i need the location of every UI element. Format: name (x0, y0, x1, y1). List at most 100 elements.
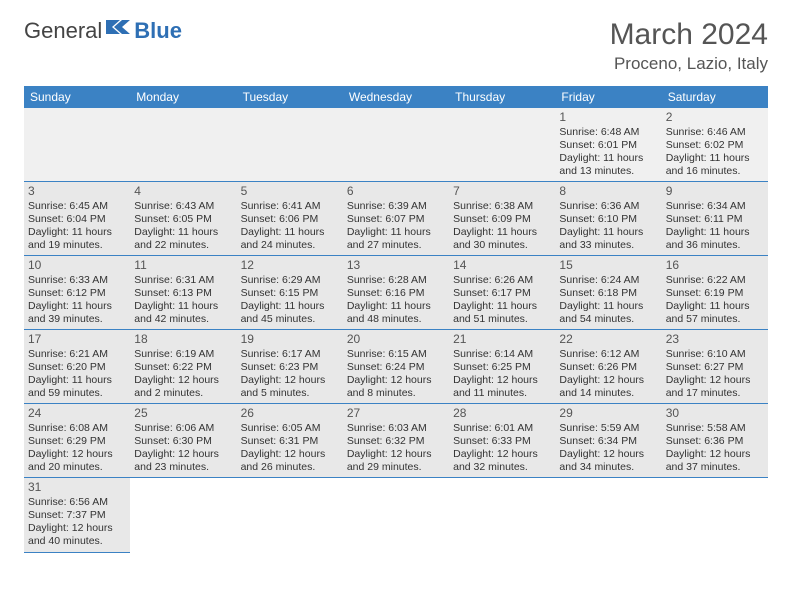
calendar-day-cell: 25Sunrise: 6:06 AMSunset: 6:30 PMDayligh… (130, 404, 236, 478)
calendar-empty-cell (237, 478, 343, 552)
day-number: 8 (559, 184, 657, 200)
sunrise-text: Sunrise: 6:38 AM (453, 200, 551, 213)
day-number: 23 (666, 332, 764, 348)
daylight-text: Daylight: 12 hours and 40 minutes. (28, 522, 126, 548)
sunset-text: Sunset: 6:26 PM (559, 361, 657, 374)
sunset-text: Sunset: 6:02 PM (666, 139, 764, 152)
sunset-text: Sunset: 6:12 PM (28, 287, 126, 300)
calendar-empty-cell (555, 478, 661, 552)
sunset-text: Sunset: 6:07 PM (347, 213, 445, 226)
location: Proceno, Lazio, Italy (610, 54, 768, 74)
sunrise-text: Sunrise: 6:12 AM (559, 348, 657, 361)
daylight-text: Daylight: 11 hours and 24 minutes. (241, 226, 339, 252)
daylight-text: Daylight: 12 hours and 5 minutes. (241, 374, 339, 400)
day-number: 15 (559, 258, 657, 274)
sunset-text: Sunset: 7:37 PM (28, 509, 126, 522)
calendar-empty-cell (449, 478, 555, 552)
sunrise-text: Sunrise: 6:03 AM (347, 422, 445, 435)
sunrise-text: Sunrise: 6:15 AM (347, 348, 445, 361)
daylight-text: Daylight: 12 hours and 34 minutes. (559, 448, 657, 474)
calendar-day-cell: 1Sunrise: 6:48 AMSunset: 6:01 PMDaylight… (555, 108, 661, 182)
calendar-day-cell: 5Sunrise: 6:41 AMSunset: 6:06 PMDaylight… (237, 182, 343, 256)
daylight-text: Daylight: 11 hours and 16 minutes. (666, 152, 764, 178)
calendar-day-cell: 21Sunrise: 6:14 AMSunset: 6:25 PMDayligh… (449, 330, 555, 404)
logo: General Blue (24, 18, 182, 44)
calendar-day-cell: 19Sunrise: 6:17 AMSunset: 6:23 PMDayligh… (237, 330, 343, 404)
sunrise-text: Sunrise: 6:14 AM (453, 348, 551, 361)
daylight-text: Daylight: 11 hours and 30 minutes. (453, 226, 551, 252)
daylight-text: Daylight: 12 hours and 20 minutes. (28, 448, 126, 474)
sunrise-text: Sunrise: 6:19 AM (134, 348, 232, 361)
daylight-text: Daylight: 12 hours and 14 minutes. (559, 374, 657, 400)
calendar-empty-cell (130, 478, 236, 552)
daylight-text: Daylight: 11 hours and 39 minutes. (28, 300, 126, 326)
sunset-text: Sunset: 6:17 PM (453, 287, 551, 300)
calendar-day-cell: 7Sunrise: 6:38 AMSunset: 6:09 PMDaylight… (449, 182, 555, 256)
sunrise-text: Sunrise: 6:28 AM (347, 274, 445, 287)
day-number: 7 (453, 184, 551, 200)
day-number: 12 (241, 258, 339, 274)
daylight-text: Daylight: 12 hours and 37 minutes. (666, 448, 764, 474)
day-header: Saturday (662, 86, 768, 108)
calendar-empty-cell (449, 108, 555, 182)
daylight-text: Daylight: 11 hours and 57 minutes. (666, 300, 764, 326)
sunrise-text: Sunrise: 6:24 AM (559, 274, 657, 287)
day-header-row: Sunday Monday Tuesday Wednesday Thursday… (24, 86, 768, 108)
calendar-empty-cell (662, 478, 768, 552)
sunrise-text: Sunrise: 6:21 AM (28, 348, 126, 361)
day-number: 4 (134, 184, 232, 200)
daylight-text: Daylight: 11 hours and 51 minutes. (453, 300, 551, 326)
month-title: March 2024 (610, 18, 768, 52)
calendar-day-cell: 4Sunrise: 6:43 AMSunset: 6:05 PMDaylight… (130, 182, 236, 256)
day-number: 24 (28, 406, 126, 422)
calendar-day-cell: 2Sunrise: 6:46 AMSunset: 6:02 PMDaylight… (662, 108, 768, 182)
sunset-text: Sunset: 6:23 PM (241, 361, 339, 374)
calendar-day-cell: 20Sunrise: 6:15 AMSunset: 6:24 PMDayligh… (343, 330, 449, 404)
day-number: 2 (666, 110, 764, 126)
day-number: 14 (453, 258, 551, 274)
calendar-day-cell: 22Sunrise: 6:12 AMSunset: 6:26 PMDayligh… (555, 330, 661, 404)
calendar-day-cell: 27Sunrise: 6:03 AMSunset: 6:32 PMDayligh… (343, 404, 449, 478)
daylight-text: Daylight: 12 hours and 11 minutes. (453, 374, 551, 400)
sunrise-text: Sunrise: 6:43 AM (134, 200, 232, 213)
sunrise-text: Sunrise: 6:06 AM (134, 422, 232, 435)
calendar-day-cell: 14Sunrise: 6:26 AMSunset: 6:17 PMDayligh… (449, 256, 555, 330)
sunset-text: Sunset: 6:32 PM (347, 435, 445, 448)
day-header: Sunday (24, 86, 130, 108)
calendar-day-cell: 13Sunrise: 6:28 AMSunset: 6:16 PMDayligh… (343, 256, 449, 330)
daylight-text: Daylight: 11 hours and 48 minutes. (347, 300, 445, 326)
daylight-text: Daylight: 11 hours and 36 minutes. (666, 226, 764, 252)
daylight-text: Daylight: 11 hours and 33 minutes. (559, 226, 657, 252)
sunset-text: Sunset: 6:33 PM (453, 435, 551, 448)
sunset-text: Sunset: 6:16 PM (347, 287, 445, 300)
daylight-text: Daylight: 12 hours and 32 minutes. (453, 448, 551, 474)
day-header: Wednesday (343, 86, 449, 108)
sunrise-text: Sunrise: 6:01 AM (453, 422, 551, 435)
calendar-day-cell: 17Sunrise: 6:21 AMSunset: 6:20 PMDayligh… (24, 330, 130, 404)
calendar-day-cell: 3Sunrise: 6:45 AMSunset: 6:04 PMDaylight… (24, 182, 130, 256)
sunrise-text: Sunrise: 6:29 AM (241, 274, 339, 287)
calendar-empty-cell (24, 108, 130, 182)
daylight-text: Daylight: 12 hours and 26 minutes. (241, 448, 339, 474)
calendar-empty-cell (343, 478, 449, 552)
calendar-empty-cell (130, 108, 236, 182)
sunset-text: Sunset: 6:15 PM (241, 287, 339, 300)
day-number: 18 (134, 332, 232, 348)
sunset-text: Sunset: 6:18 PM (559, 287, 657, 300)
day-number: 29 (559, 406, 657, 422)
daylight-text: Daylight: 11 hours and 19 minutes. (28, 226, 126, 252)
sunrise-text: Sunrise: 5:59 AM (559, 422, 657, 435)
day-number: 11 (134, 258, 232, 274)
calendar-day-cell: 6Sunrise: 6:39 AMSunset: 6:07 PMDaylight… (343, 182, 449, 256)
day-number: 9 (666, 184, 764, 200)
sunrise-text: Sunrise: 6:45 AM (28, 200, 126, 213)
calendar-day-cell: 30Sunrise: 5:58 AMSunset: 6:36 PMDayligh… (662, 404, 768, 478)
title-block: March 2024 Proceno, Lazio, Italy (610, 18, 768, 74)
calendar-day-cell: 15Sunrise: 6:24 AMSunset: 6:18 PMDayligh… (555, 256, 661, 330)
sunset-text: Sunset: 6:34 PM (559, 435, 657, 448)
calendar-day-cell: 23Sunrise: 6:10 AMSunset: 6:27 PMDayligh… (662, 330, 768, 404)
day-number: 28 (453, 406, 551, 422)
sunset-text: Sunset: 6:11 PM (666, 213, 764, 226)
day-number: 20 (347, 332, 445, 348)
sunrise-text: Sunrise: 6:41 AM (241, 200, 339, 213)
